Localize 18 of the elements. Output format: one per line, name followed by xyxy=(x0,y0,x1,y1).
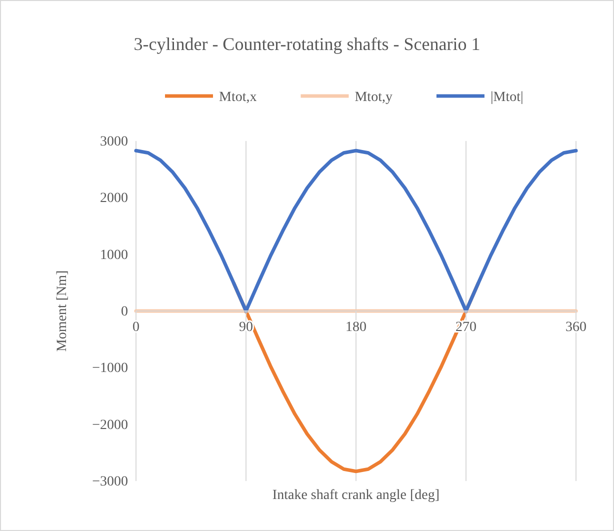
y-axis-title: Moment [Nm] xyxy=(55,270,70,352)
y-tick-label: −2000 xyxy=(92,418,128,433)
legend-label: Mtot,y xyxy=(354,90,392,105)
x-tick-label: 360 xyxy=(566,320,586,335)
y-tick-label: 1000 xyxy=(100,248,128,263)
y-tick-label: −3000 xyxy=(92,474,128,490)
line-series xyxy=(134,148,578,313)
x-tick-label: 180 xyxy=(346,320,366,335)
legend-label: Mtot,x xyxy=(219,90,257,105)
x-axis-title: Intake shaft crank angle [deg] xyxy=(272,488,440,503)
x-tick-label: 90 xyxy=(239,320,253,335)
legend-label: |Mtot| xyxy=(490,90,524,105)
x-tick-label: 0 xyxy=(132,320,140,335)
y-tick-label: 3000 xyxy=(100,134,128,150)
y-tick-label: −1000 xyxy=(92,361,128,376)
y-tick-label: 0 xyxy=(121,304,128,320)
y-tick-label: 2000 xyxy=(100,191,128,206)
chart-title: 3-cylinder - Counter-rotating shafts - Scenario 1 xyxy=(134,34,480,54)
